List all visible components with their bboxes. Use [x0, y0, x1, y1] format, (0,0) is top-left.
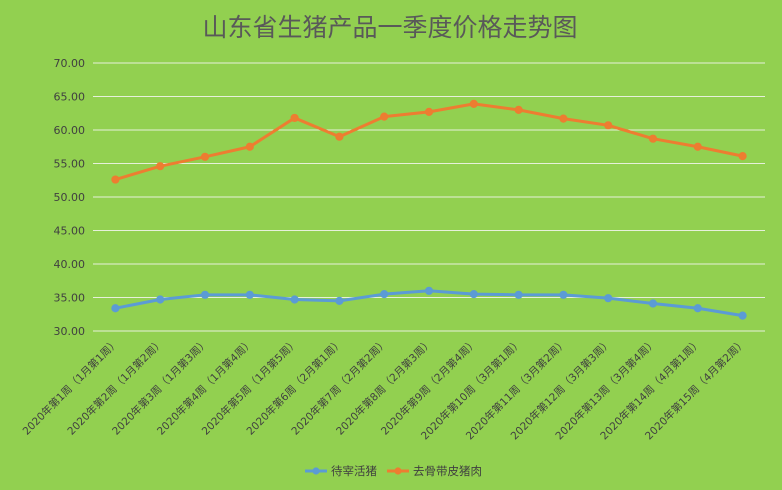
- data-point: [290, 295, 299, 304]
- data-point: [648, 299, 658, 308]
- data-point: [738, 152, 747, 161]
- x-tick-label: 2020年第6周（2月第1周）: [244, 336, 346, 438]
- y-tick-label: 60.00: [54, 124, 86, 137]
- y-tick-label: 45.00: [54, 225, 86, 238]
- x-axis: 2020年第1周（1月第1周）2020年第2周（1月第2周）2020年第3周（1…: [20, 336, 749, 442]
- data-point: [245, 142, 254, 151]
- y-tick-label: 35.00: [54, 292, 86, 305]
- data-point: [648, 134, 658, 143]
- data-point: [514, 105, 523, 115]
- data-point: [738, 311, 747, 320]
- data-point: [514, 290, 523, 299]
- data-point: [200, 290, 210, 299]
- data-point: [335, 296, 344, 305]
- data-point: [559, 290, 568, 299]
- data-point: [424, 107, 434, 117]
- x-tick-label: 2020年第7周（2月第2周）: [289, 336, 391, 438]
- legend-item: 去骨带皮猪肉: [387, 464, 482, 478]
- data-point: [156, 162, 165, 171]
- x-tick-label: 2020年第8周（2月第3周）: [333, 336, 435, 438]
- y-tick-label: 55.00: [54, 158, 86, 171]
- data-point: [335, 132, 344, 141]
- data-point: [156, 295, 165, 304]
- data-point: [200, 152, 210, 161]
- x-tick-label: 2020年第2周（1月第2周）: [65, 336, 167, 438]
- x-tick-label: 2020年第1周（1月第1周）: [20, 336, 122, 438]
- legend-label: 待宰活猪: [331, 464, 377, 478]
- data-point: [469, 290, 478, 299]
- data-point: [111, 175, 120, 184]
- y-tick-label: 50.00: [54, 191, 86, 204]
- legend: 待宰活猪 去骨带皮猪肉: [305, 464, 482, 478]
- legend-item: 待宰活猪: [305, 464, 377, 478]
- x-tick-label: 2020年第5周（1月第5周）: [199, 336, 301, 438]
- data-point: [604, 121, 613, 130]
- data-point: [290, 113, 299, 123]
- y-tick-label: 40.00: [54, 258, 86, 271]
- legend-marker-icon: [312, 467, 320, 475]
- series-1: [111, 99, 747, 184]
- y-tick-label: 30.00: [54, 325, 86, 338]
- data-point: [111, 304, 120, 313]
- series-group: [111, 99, 747, 320]
- data-point: [693, 142, 702, 151]
- legend-label: 去骨带皮猪肉: [413, 464, 482, 478]
- chart-title: 山东省生猪产品一季度价格走势图: [202, 13, 577, 42]
- x-tick-label: 2020年第9周（2月第4周）: [378, 336, 480, 438]
- x-tick-label: 2020年第3周（1月第3周）: [109, 336, 211, 438]
- y-tick-label: 70.00: [54, 57, 86, 70]
- series-0: [111, 286, 747, 320]
- data-point: [424, 286, 434, 295]
- data-point: [245, 290, 254, 299]
- data-point: [693, 304, 702, 313]
- data-point: [604, 294, 613, 303]
- data-point: [380, 290, 389, 299]
- x-tick-label: 2020年第4周（1月第4周）: [154, 336, 256, 438]
- legend-marker-icon: [394, 467, 402, 475]
- y-tick-label: 65.00: [54, 91, 86, 104]
- data-point: [380, 112, 389, 121]
- data-point: [559, 114, 568, 123]
- data-point: [469, 99, 478, 108]
- y-axis: 30.00 35.00 40.00 45.00 50.00 55.00 60.00 65.00…: [54, 57, 86, 338]
